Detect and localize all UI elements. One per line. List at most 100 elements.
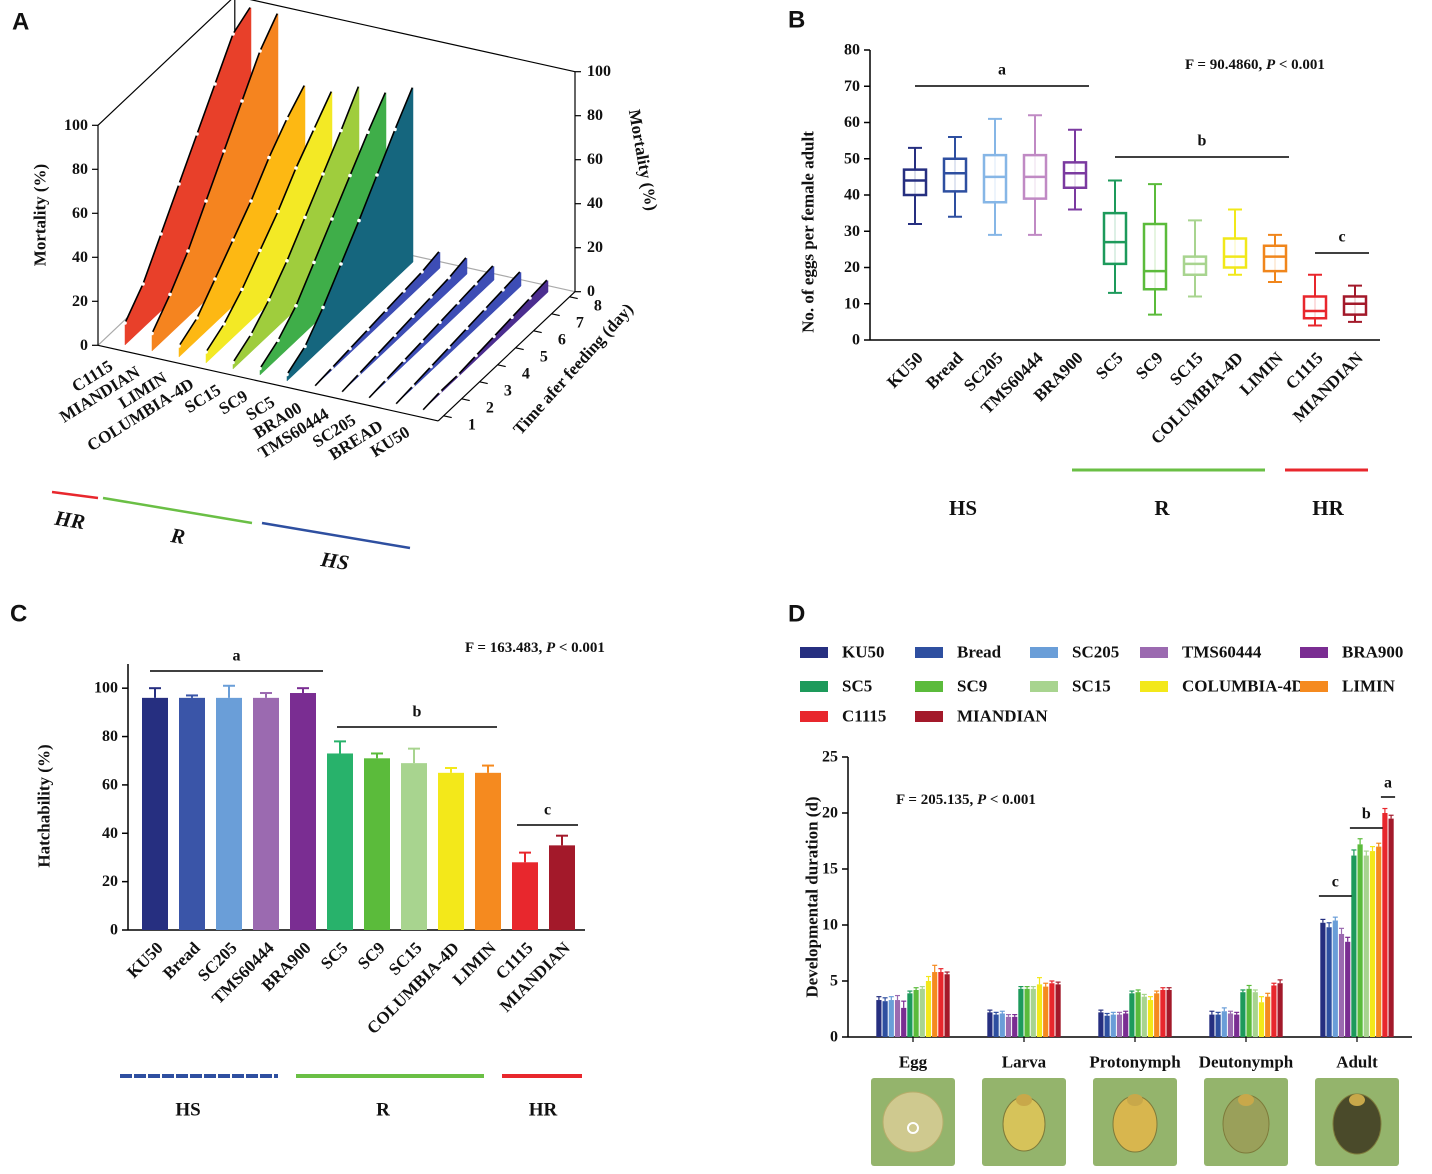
data-point [366, 327, 370, 332]
legend-label: C1115 [842, 707, 886, 726]
bar [1338, 933, 1345, 1037]
data-point [339, 262, 343, 266]
group-label: R [1154, 496, 1170, 520]
x-tick-label: Bread [922, 348, 967, 393]
data-point [402, 289, 406, 293]
data-point [312, 127, 316, 131]
x-tick-label: 3 [504, 383, 512, 400]
z-tick-label: 80 [587, 107, 603, 124]
data-point [429, 295, 433, 299]
data-point [393, 127, 397, 132]
data-point [420, 409, 424, 413]
bar [327, 753, 353, 930]
x-tick-label: 6 [558, 332, 566, 349]
bar [1277, 983, 1283, 1037]
x-tick [461, 398, 470, 402]
data-point [150, 331, 154, 336]
data-point [321, 305, 325, 310]
legend-label: MIANDIAN [957, 707, 1048, 726]
bar [475, 772, 501, 930]
data-point [177, 344, 181, 348]
significance-letter: a [998, 62, 1006, 79]
x-tick-label: KU50 [883, 348, 926, 391]
bar [1388, 818, 1394, 1037]
x-tick-label: Adult [1336, 1053, 1378, 1072]
data-point [375, 352, 379, 357]
y-tick-label: 10 [822, 917, 838, 934]
data-point [222, 322, 226, 326]
z-tick-label: 80 [72, 161, 88, 178]
bar [1209, 1014, 1215, 1037]
data-point [177, 182, 181, 186]
x-tick-label: Egg [899, 1053, 928, 1072]
legend-label: KU50 [842, 643, 885, 662]
significance-letter: b [413, 704, 422, 721]
bar [1030, 988, 1036, 1037]
bar [913, 989, 919, 1037]
ribbon-edge [232, 84, 360, 363]
x-tick [497, 364, 506, 368]
bar [1332, 920, 1338, 1037]
data-point [213, 82, 217, 86]
y-tick-label: 50 [844, 150, 860, 167]
stat-part: P [977, 792, 987, 808]
bar [1382, 813, 1388, 1037]
bar [216, 697, 242, 930]
group-label: R [168, 523, 187, 549]
data-point [375, 173, 379, 177]
stat-annotation: F = 205.135, P < 0.001 [896, 792, 1036, 808]
z-tick-label: 20 [587, 239, 603, 256]
significance-letter: c [1338, 229, 1345, 246]
data-point [249, 332, 253, 337]
x-tick [533, 330, 542, 334]
z-tick-label: 20 [72, 293, 88, 310]
data-point [303, 344, 307, 349]
data-point [330, 366, 334, 370]
legend-swatch [1140, 647, 1168, 658]
stat-part: P [546, 640, 556, 656]
bar [1036, 984, 1043, 1037]
data-point [492, 262, 496, 267]
data-point [465, 254, 469, 259]
x-tick-label: Deutonymph [1199, 1053, 1294, 1072]
bar [1227, 1013, 1234, 1037]
significance-letter: a [233, 648, 241, 665]
y-tick-label: 70 [844, 78, 860, 95]
data-point [231, 32, 235, 36]
x-tick [443, 415, 452, 419]
bar [1345, 941, 1351, 1037]
x-tick-label: 2 [486, 400, 494, 417]
x-tick-label: 8 [594, 298, 602, 315]
legend-swatch [1030, 647, 1058, 658]
legend-label: COLUMBIA-4D [1182, 677, 1304, 696]
ribbon-edge [394, 270, 522, 406]
group-line [51, 490, 99, 500]
significance-letter: c [544, 802, 551, 819]
ribbon-edge [205, 89, 333, 353]
bar [1166, 989, 1172, 1037]
data-point [384, 89, 388, 93]
data-point [204, 199, 208, 203]
bar [1234, 1014, 1240, 1037]
bar [1049, 983, 1055, 1037]
bar [512, 862, 538, 930]
ribbon-edge [421, 278, 549, 412]
data-point [285, 116, 289, 121]
stat-part: F = 163.483, [465, 640, 546, 656]
legend-label: LIMIN [1342, 677, 1396, 696]
bar [938, 972, 944, 1037]
axis-line [249, 0, 576, 73]
y-tick-label: 10 [844, 295, 860, 312]
bar [142, 697, 168, 930]
x-tick-label: LIMIN [449, 938, 500, 989]
data-point [402, 358, 406, 363]
bar [1215, 1014, 1221, 1037]
group-line [102, 496, 253, 525]
bar [876, 1000, 882, 1037]
data-point [204, 350, 208, 354]
bar [364, 758, 390, 930]
data-point [456, 301, 460, 305]
axis-line [97, 344, 439, 422]
data-point [231, 360, 235, 365]
legend-swatch [1300, 681, 1328, 692]
